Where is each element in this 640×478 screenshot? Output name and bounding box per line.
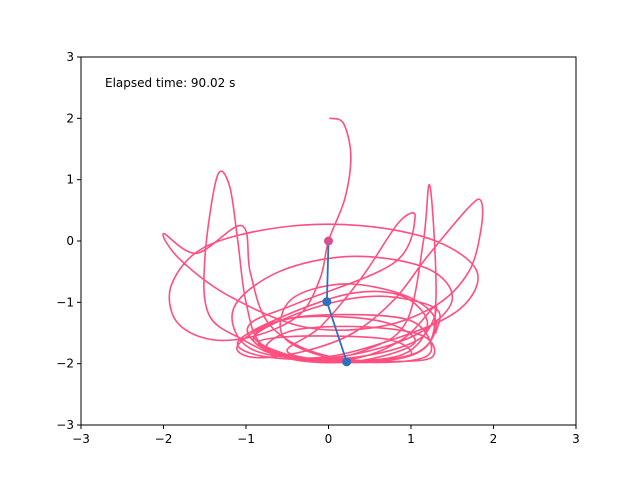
trajectory-trace-line xyxy=(162,117,484,364)
y-tick-label: 0 xyxy=(66,234,74,248)
y-tick-label: 1 xyxy=(66,173,74,187)
y-tick-label: −1 xyxy=(56,295,74,309)
end-mass-point xyxy=(342,357,352,367)
y-tick-label: −2 xyxy=(56,357,74,371)
y-tick-label: 2 xyxy=(66,111,74,125)
x-tick-label: 3 xyxy=(572,432,580,446)
x-tick-label: 2 xyxy=(490,432,498,446)
x-tick-label: −3 xyxy=(72,432,90,446)
y-tick-label: −3 xyxy=(56,418,74,432)
x-tick-label: 0 xyxy=(325,432,333,446)
x-tick-label: −1 xyxy=(237,432,255,446)
middle-joint-point xyxy=(322,297,332,307)
x-tick-label: −2 xyxy=(155,432,173,446)
y-tick-label: 3 xyxy=(66,50,74,64)
elapsed-time-annotation: Elapsed time: 90.02 s xyxy=(105,76,235,90)
x-tick-label: 1 xyxy=(407,432,415,446)
pivot-point xyxy=(324,236,333,246)
